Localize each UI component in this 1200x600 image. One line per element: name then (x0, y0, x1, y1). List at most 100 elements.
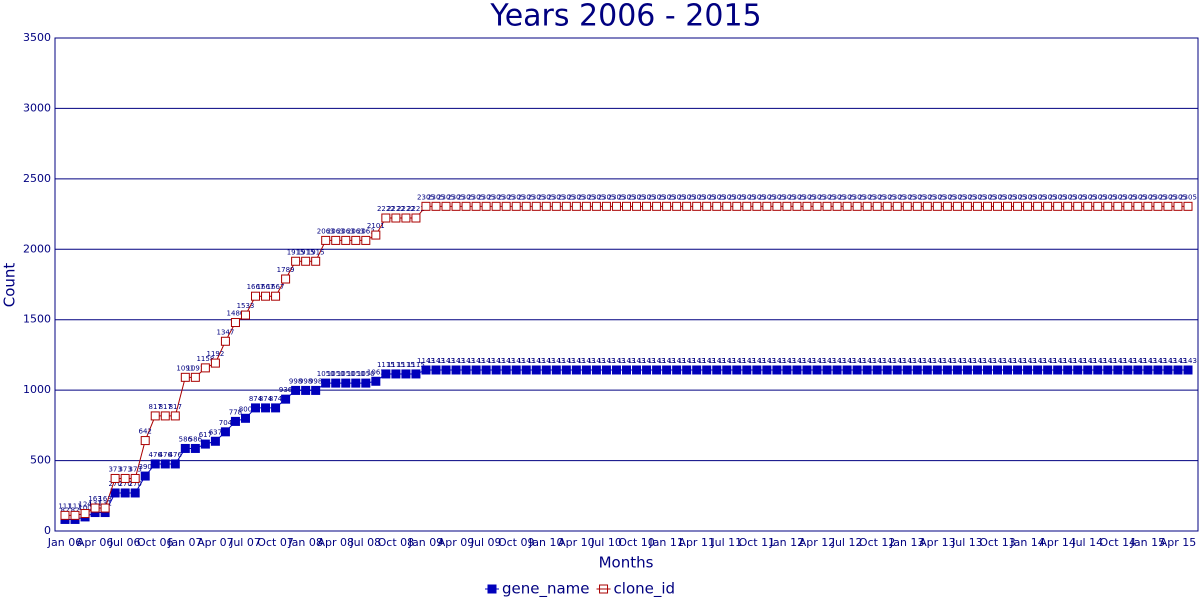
data-label: 2305 (918, 193, 936, 201)
data-point (110, 488, 120, 498)
data-label: 1050 (337, 370, 355, 378)
x-tick-label: Apr 08 (317, 536, 354, 549)
data-point (992, 365, 1002, 375)
data-label: 2305 (969, 193, 987, 201)
data-point (912, 365, 922, 375)
x-tick-label: Jan 10 (528, 536, 563, 549)
data-point (1103, 201, 1113, 211)
x-tick-label: Oct 06 (137, 536, 174, 549)
data-label: 1143 (417, 357, 435, 365)
data-label: 1143 (868, 357, 886, 365)
data-point (802, 365, 812, 375)
data-point (120, 488, 130, 498)
data-label: 1143 (1109, 357, 1127, 365)
data-label: 2222 (407, 205, 425, 213)
data-label: 1143 (1079, 357, 1097, 365)
data-label: 2305 (708, 193, 726, 201)
data-label: 2305 (1079, 193, 1097, 201)
data-label: 1143 (1169, 357, 1187, 365)
data-point (140, 436, 150, 446)
data-point (431, 201, 441, 211)
data-point (1063, 365, 1073, 375)
data-point (862, 201, 872, 211)
data-point (361, 235, 371, 245)
data-label: 1192 (206, 350, 224, 358)
data-point (261, 403, 271, 413)
y-tick-label: 1000 (23, 383, 51, 396)
data-point (120, 473, 130, 483)
data-label: 1143 (598, 357, 616, 365)
x-tick-label: Jan 13 (889, 536, 924, 549)
data-point (281, 394, 291, 404)
data-label: 1143 (1159, 357, 1177, 365)
data-label: 2305 (427, 193, 445, 201)
x-tick-label: Oct 11 (739, 536, 776, 549)
data-point (160, 411, 170, 421)
data-label: 874 (259, 395, 273, 403)
data-point (100, 503, 110, 513)
x-tick-label: Oct 12 (859, 536, 896, 549)
data-label: 2305 (1009, 193, 1027, 201)
data-label: 1915 (297, 248, 315, 256)
x-tick-label: Jul 12 (831, 536, 863, 549)
data-label: 1143 (557, 357, 575, 365)
data-label: 2305 (1139, 193, 1157, 201)
data-point (80, 509, 90, 519)
data-label: 2222 (377, 205, 395, 213)
data-point (772, 201, 782, 211)
data-point (762, 201, 772, 211)
data-label: 1143 (698, 357, 716, 365)
data-point (942, 365, 952, 375)
data-label: 1143 (898, 357, 916, 365)
data-point (291, 385, 301, 395)
data-label: 1143 (537, 357, 555, 365)
data-point (712, 201, 722, 211)
data-point (822, 201, 832, 211)
data-point (451, 201, 461, 211)
data-label: 2305 (638, 193, 656, 201)
data-point (1003, 365, 1013, 375)
data-point (210, 436, 220, 446)
data-label: 2305 (527, 193, 545, 201)
data-label: 817 (159, 403, 172, 411)
data-label: 1091 (186, 364, 204, 372)
data-point (331, 235, 341, 245)
data-point (301, 385, 311, 395)
data-label: 2305 (838, 193, 856, 201)
data-label: 936 (279, 386, 293, 394)
data-label: 1115 (407, 361, 425, 369)
data-label: 2305 (517, 193, 535, 201)
data-point (992, 201, 1002, 211)
data-point (872, 365, 882, 375)
data-point (170, 459, 180, 469)
data-label: 2305 (788, 193, 806, 201)
data-label: 1143 (427, 357, 445, 365)
data-label: 2305 (417, 193, 435, 201)
data-point (862, 365, 872, 375)
data-label: 1143 (507, 357, 525, 365)
data-point (230, 416, 240, 426)
data-label: 476 (149, 451, 163, 459)
x-tick-label: Jan 15 (1130, 536, 1165, 549)
data-label: 2305 (938, 193, 956, 201)
data-point (642, 365, 652, 375)
x-tick-label: Oct 08 (378, 536, 415, 549)
data-label: 1143 (1149, 357, 1167, 365)
data-label: 637 (209, 428, 222, 436)
data-point (652, 365, 662, 375)
data-label: 1143 (628, 357, 646, 365)
data-point (692, 365, 702, 375)
data-label: 817 (169, 403, 182, 411)
data-point (712, 365, 722, 375)
data-point (632, 365, 642, 375)
data-label: 163 (88, 495, 101, 503)
data-point (220, 427, 230, 437)
data-point (1153, 365, 1163, 375)
data-label: 82 (71, 506, 80, 514)
data-point (251, 403, 261, 413)
data-point (732, 201, 742, 211)
data-label: 2305 (1019, 193, 1037, 201)
data-point (1173, 201, 1183, 211)
data-label: 1143 (1049, 357, 1067, 365)
data-label: 2305 (447, 193, 465, 201)
